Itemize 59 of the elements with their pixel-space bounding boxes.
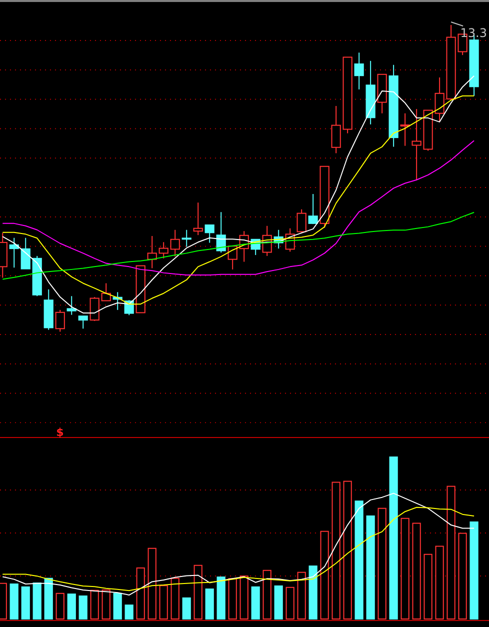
bar: [21, 586, 30, 620]
bar: [332, 482, 340, 620]
text: $: [56, 426, 64, 439]
bar: [216, 576, 226, 620]
candlestick: [90, 296, 100, 322]
bar: [412, 522, 421, 620]
bar: [159, 585, 168, 620]
bar: [435, 546, 444, 620]
bar: [228, 578, 237, 620]
bar: [148, 548, 156, 620]
candlestick: [308, 193, 318, 225]
candlestick: [170, 229, 180, 258]
bar: [400, 518, 410, 620]
bar: [378, 508, 386, 620]
candlestick: [296, 208, 306, 233]
candlestick: [147, 236, 157, 269]
bar: [297, 572, 306, 620]
bar: [205, 588, 214, 620]
bar: [366, 515, 375, 620]
bar: [286, 586, 294, 620]
annotation: 13.3: [460, 26, 487, 40]
candlestick: [158, 242, 168, 259]
candlestick: [193, 202, 203, 236]
bar: [78, 595, 88, 620]
candlestick: [20, 237, 30, 270]
bar: [113, 592, 122, 620]
bar: [251, 586, 260, 620]
bar: [389, 456, 398, 620]
bar: [44, 578, 53, 620]
candlestick: [78, 316, 88, 330]
bar: [446, 486, 456, 620]
bar: [182, 597, 191, 620]
bar: [102, 590, 110, 620]
bar: [458, 532, 467, 620]
candlestick: [182, 229, 192, 248]
bar: [354, 500, 364, 620]
candlestick: [66, 296, 76, 316]
candlestick: [400, 112, 410, 146]
bar: [240, 576, 248, 620]
bar: [10, 584, 18, 620]
candlestick: [331, 105, 341, 154]
bar: [194, 564, 202, 620]
bar: [274, 585, 283, 620]
bar: [470, 521, 478, 620]
bar: [136, 567, 145, 620]
bar: [308, 566, 318, 620]
bar: [170, 578, 180, 620]
bar: [343, 480, 352, 620]
bar: [262, 570, 272, 620]
candlestick: [55, 309, 65, 332]
bar: [90, 590, 99, 620]
bar: [320, 530, 329, 620]
bar: [424, 554, 432, 620]
bar: [32, 582, 42, 620]
candlestick: [354, 52, 364, 90]
bar: [67, 594, 76, 620]
candlestick: [204, 224, 214, 244]
bar: [124, 604, 134, 620]
bar: [56, 592, 64, 620]
